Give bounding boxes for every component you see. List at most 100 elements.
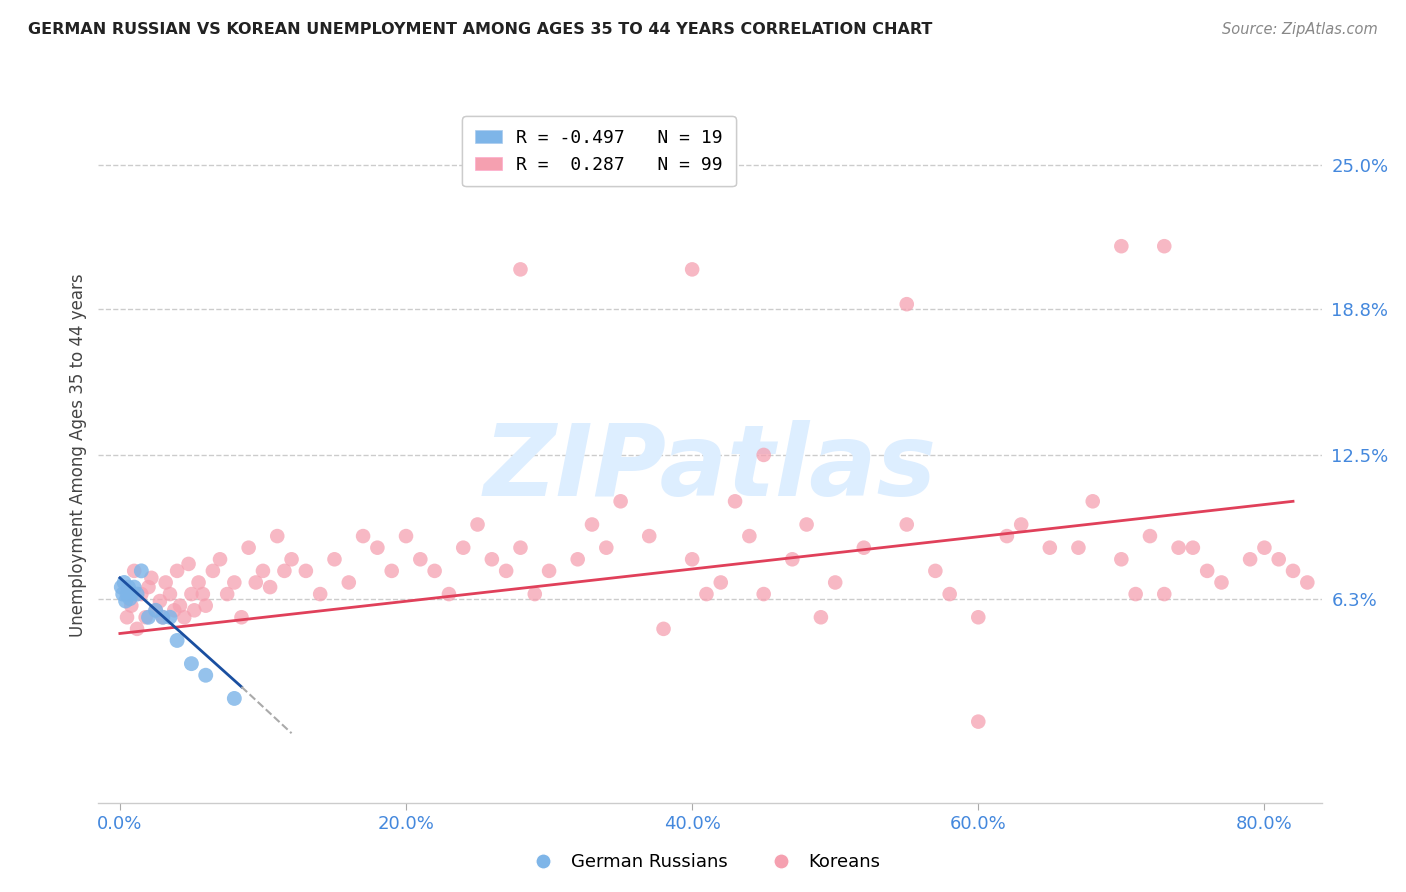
Point bbox=[323, 552, 346, 566]
Point bbox=[217, 587, 239, 601]
Point bbox=[208, 552, 231, 566]
Point bbox=[1211, 575, 1233, 590]
Point bbox=[896, 517, 918, 532]
Legend: R = -0.497   N = 19, R =  0.287   N = 99: R = -0.497 N = 19, R = 0.287 N = 99 bbox=[463, 116, 735, 186]
Point bbox=[710, 575, 733, 590]
Point bbox=[967, 610, 990, 624]
Point bbox=[173, 610, 195, 624]
Point bbox=[259, 580, 281, 594]
Point bbox=[1125, 587, 1147, 601]
Point bbox=[423, 564, 446, 578]
Point bbox=[131, 587, 153, 601]
Point bbox=[366, 541, 388, 555]
Point bbox=[352, 529, 374, 543]
Point bbox=[337, 575, 360, 590]
Point bbox=[752, 448, 775, 462]
Point bbox=[1267, 552, 1289, 566]
Point bbox=[110, 580, 132, 594]
Point bbox=[1253, 541, 1275, 555]
Point bbox=[122, 564, 145, 578]
Point bbox=[437, 587, 460, 601]
Point bbox=[194, 668, 217, 682]
Point bbox=[169, 599, 191, 613]
Point bbox=[112, 575, 135, 590]
Point bbox=[183, 603, 205, 617]
Point bbox=[1081, 494, 1104, 508]
Text: Source: ZipAtlas.com: Source: ZipAtlas.com bbox=[1222, 22, 1378, 37]
Point bbox=[738, 529, 761, 543]
Point bbox=[896, 297, 918, 311]
Point bbox=[115, 587, 138, 601]
Point bbox=[495, 564, 517, 578]
Point bbox=[295, 564, 318, 578]
Point bbox=[481, 552, 503, 566]
Point bbox=[135, 610, 157, 624]
Point bbox=[187, 575, 209, 590]
Point bbox=[1296, 575, 1319, 590]
Point bbox=[1181, 541, 1204, 555]
Point bbox=[118, 591, 141, 606]
Point bbox=[114, 594, 136, 608]
Point bbox=[752, 587, 775, 601]
Point bbox=[509, 262, 531, 277]
Point bbox=[1153, 587, 1175, 601]
Point bbox=[266, 529, 288, 543]
Point bbox=[523, 587, 546, 601]
Point bbox=[681, 262, 703, 277]
Point bbox=[309, 587, 332, 601]
Point bbox=[159, 587, 181, 601]
Point bbox=[115, 610, 138, 624]
Point bbox=[538, 564, 561, 578]
Point bbox=[122, 580, 145, 594]
Point bbox=[177, 557, 200, 571]
Point bbox=[938, 587, 960, 601]
Point bbox=[194, 599, 217, 613]
Point bbox=[231, 610, 253, 624]
Y-axis label: Unemployment Among Ages 35 to 44 years: Unemployment Among Ages 35 to 44 years bbox=[69, 273, 87, 637]
Point bbox=[724, 494, 747, 508]
Point bbox=[224, 575, 246, 590]
Point bbox=[681, 552, 703, 566]
Point bbox=[159, 610, 181, 624]
Point bbox=[995, 529, 1018, 543]
Point bbox=[201, 564, 224, 578]
Point bbox=[180, 657, 202, 671]
Point bbox=[138, 610, 160, 624]
Point bbox=[796, 517, 818, 532]
Legend: German Russians, Koreans: German Russians, Koreans bbox=[519, 847, 887, 879]
Point bbox=[141, 571, 163, 585]
Point bbox=[1067, 541, 1090, 555]
Point bbox=[149, 594, 172, 608]
Point bbox=[381, 564, 404, 578]
Point bbox=[567, 552, 589, 566]
Point bbox=[824, 575, 846, 590]
Point bbox=[1239, 552, 1261, 566]
Point bbox=[782, 552, 804, 566]
Point bbox=[145, 603, 167, 617]
Point bbox=[1039, 541, 1062, 555]
Point bbox=[810, 610, 832, 624]
Point bbox=[1282, 564, 1305, 578]
Point bbox=[1139, 529, 1161, 543]
Point bbox=[924, 564, 946, 578]
Point bbox=[1111, 239, 1133, 253]
Point bbox=[467, 517, 489, 532]
Point bbox=[117, 580, 139, 594]
Point bbox=[125, 622, 148, 636]
Point bbox=[152, 610, 174, 624]
Point bbox=[163, 603, 186, 617]
Point bbox=[1153, 239, 1175, 253]
Point bbox=[1111, 552, 1133, 566]
Point bbox=[1197, 564, 1219, 578]
Point bbox=[180, 587, 202, 601]
Point bbox=[120, 599, 142, 613]
Point bbox=[131, 564, 153, 578]
Point bbox=[1010, 517, 1032, 532]
Point bbox=[238, 541, 260, 555]
Point bbox=[138, 580, 160, 594]
Point bbox=[595, 541, 617, 555]
Point bbox=[120, 587, 142, 601]
Point bbox=[111, 587, 134, 601]
Point bbox=[1167, 541, 1189, 555]
Text: ZIPatlas: ZIPatlas bbox=[484, 420, 936, 517]
